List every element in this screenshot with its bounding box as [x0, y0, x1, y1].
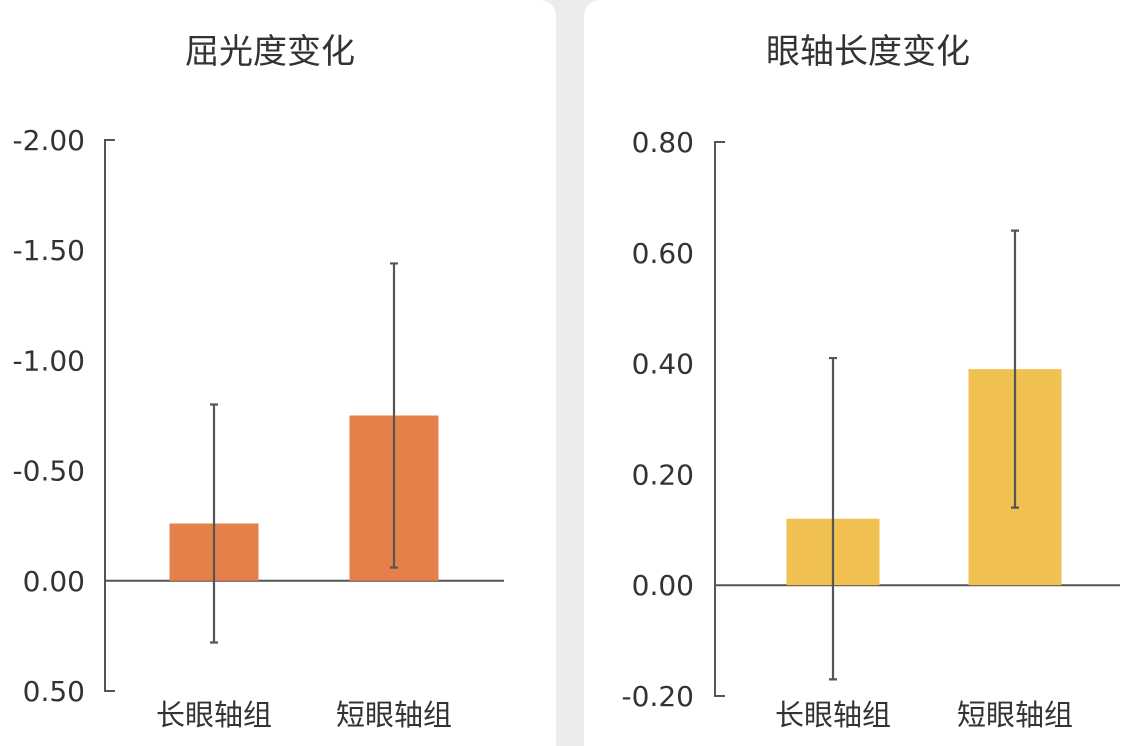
y-tick-label: 0.80: [632, 126, 694, 159]
y-tick-label: -0.50: [13, 455, 85, 488]
category-label-2: 短眼轴组: [336, 698, 452, 732]
category-label-1: 长眼轴组: [156, 698, 272, 732]
y-tick-label: -1.00: [13, 344, 85, 377]
error-bar-1: [829, 356, 837, 681]
y-axis-line: [104, 139, 115, 692]
error-bar-2: [390, 262, 398, 569]
error-bar-1: [210, 403, 218, 644]
category-label-2: 短眼轴组: [957, 698, 1073, 732]
chart-title: 眼轴长度变化: [766, 32, 970, 72]
y-tick-label: 0.00: [23, 565, 85, 598]
y-tick-label: 0.60: [632, 237, 694, 270]
y-axis-line: [714, 141, 725, 697]
y-tick-label: 0.40: [632, 348, 694, 381]
y-tick-label: -0.20: [622, 680, 694, 713]
chart-panel-axial-length: 眼轴长度变化 -0.20 0.00 0.20 0.40 0.60 0.80 长眼轴组 短眼轴…: [584, 0, 1138, 746]
y-tick-label: 0.00: [632, 569, 694, 602]
y-tick-label: 0.50: [23, 675, 85, 708]
y-tick-label: 0.20: [632, 458, 694, 491]
y-tick-label: -2.00: [13, 124, 85, 157]
category-label-1: 长眼轴组: [775, 698, 891, 732]
chart-panel-refraction: 屈光度变化 0.50 0.00 -0.50 -1.00 -1.50 -2.00 长眼轴组 短…: [0, 0, 556, 746]
error-bar-2: [1011, 229, 1019, 509]
axial-length-chart: 眼轴长度变化 -0.20 0.00 0.20 0.40 0.60 0.80 长眼轴组 短眼轴…: [622, 32, 1120, 732]
refraction-chart: 屈光度变化 0.50 0.00 -0.50 -1.00 -1.50 -2.00 长眼轴组 短…: [13, 32, 504, 732]
chart-title: 屈光度变化: [185, 32, 355, 72]
y-tick-label: -1.50: [13, 234, 85, 267]
